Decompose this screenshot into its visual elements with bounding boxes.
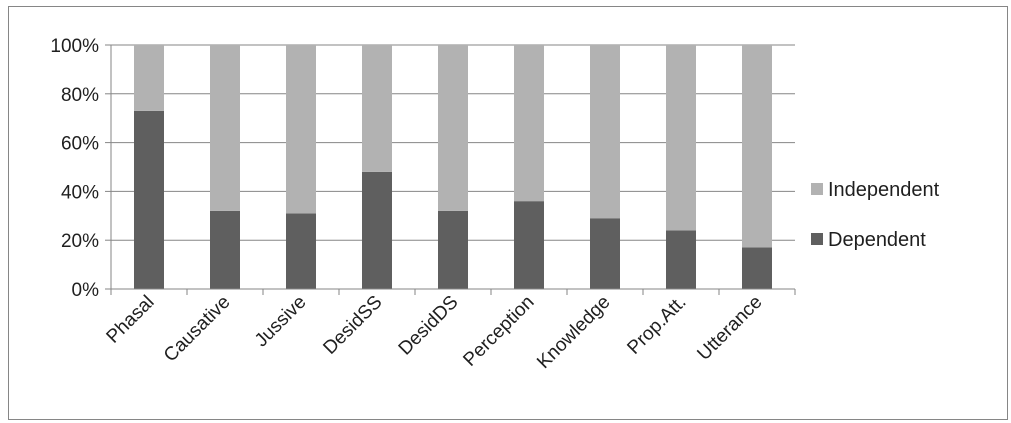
bar-dependent-knowledge [590, 218, 620, 289]
y-tick-label: 60% [61, 134, 99, 155]
x-tick-label: Jussive [251, 292, 311, 352]
x-tick-label: DesidDS [395, 292, 463, 360]
x-tick-label: Utterance [693, 292, 766, 365]
bar-dependent-jussive [286, 213, 316, 289]
bar-independent-desidss [362, 45, 392, 172]
bar-dependent-desidss [362, 171, 392, 289]
x-tick-label: Knowledge [533, 292, 614, 373]
bar-dependent-perception [514, 201, 544, 289]
legend-swatch-independent [811, 183, 823, 195]
y-tick-label: 100% [50, 36, 99, 57]
bar-independent-desidds [438, 45, 468, 211]
x-tick-label: Prop.Att. [623, 292, 690, 359]
bar-independent-perception [514, 45, 544, 202]
chart-frame: 0% 20% 40% 60% 80% 100% Phasal Causative Jussiv… [8, 6, 1008, 420]
bar-dependent-desidds [438, 210, 468, 289]
y-tick-label: 20% [61, 231, 99, 252]
legend-swatch-dependent [811, 233, 823, 245]
bar-independent-phasal [134, 45, 164, 111]
x-tick-label: Causative [160, 292, 235, 367]
y-tick-label: 80% [61, 85, 99, 106]
legend: Independent Dependent [811, 179, 940, 251]
x-tick-label: DesidSS [319, 292, 386, 359]
bar-dependent-prop-att- [666, 230, 696, 289]
bar-independent-utterance [742, 45, 772, 248]
bar-independent-jussive [286, 45, 316, 214]
stacked-bar-chart: 0% 20% 40% 60% 80% 100% Phasal Causative Jussiv… [50, 36, 940, 373]
y-tick-label: 0% [72, 280, 100, 301]
bars [134, 45, 772, 289]
y-tick-label: 40% [61, 182, 99, 203]
bar-independent-knowledge [590, 45, 620, 219]
legend-label-independent: Independent [828, 179, 940, 201]
bar-dependent-utterance [742, 247, 772, 289]
y-tick-labels: 0% 20% 40% 60% 80% 100% [50, 36, 99, 301]
x-tick-label: Perception [459, 292, 538, 371]
bar-dependent-phasal [134, 110, 164, 289]
axes [105, 44, 796, 295]
bar-dependent-causative [210, 210, 240, 289]
bar-independent-prop-att- [666, 45, 696, 231]
x-tick-labels: Phasal Causative Jussive DesidSS DesidDSPerc… [103, 292, 767, 373]
x-tick-label: Phasal [103, 292, 159, 348]
bar-independent-causative [210, 45, 240, 211]
legend-label-dependent: Dependent [828, 229, 926, 251]
